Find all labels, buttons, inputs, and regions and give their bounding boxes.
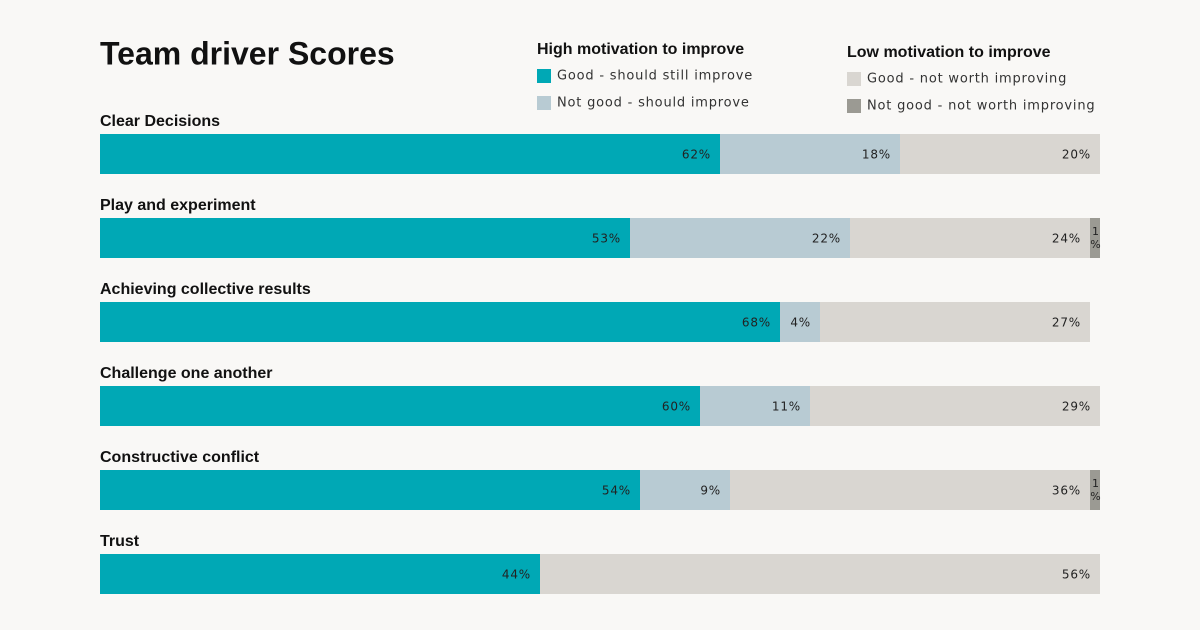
bar-segment [1090,218,1100,258]
bar-segment [730,470,1090,510]
bar-segment [630,218,850,258]
value-label: 9% [700,484,721,498]
value-label: 36% [1052,484,1081,498]
legend-group-title: High motivation to improve [537,41,744,58]
value-label: 20% [1062,148,1091,162]
bar-segment [100,218,630,258]
bar-segment [780,302,820,342]
bar-segment [100,386,700,426]
bar-segment [540,554,1100,594]
value-label: 29% [1062,400,1091,414]
value-label: 56% [1062,568,1091,582]
bar-segment [820,302,1090,342]
value-label: 24% [1052,232,1081,246]
value-label: 62% [682,148,711,162]
legend-swatch [537,96,551,110]
value-label: 27% [1052,316,1081,330]
bar-segment [700,386,810,426]
legend-label: Not good - should improve [557,96,750,111]
bar-segment [900,134,1100,174]
value-label: 1% [1089,477,1102,503]
category-label: Clear Decisions [100,113,220,130]
value-label: 60% [662,400,691,414]
legend-label: Not good - not worth improving [867,99,1095,114]
bar-segment [100,134,720,174]
bar-segment [100,470,640,510]
category-label: Achieving collective results [100,281,311,298]
bar-segment [810,386,1100,426]
value-label: 22% [812,232,841,246]
legend-swatch [537,69,551,83]
bar-segment [720,134,900,174]
value-label: 4% [790,316,811,330]
legend-swatch [847,72,861,86]
bar-segment [850,218,1090,258]
legend-swatch [847,99,861,113]
category-label: Challenge one another [100,365,272,382]
bar-segment [1090,470,1100,510]
value-label: 53% [592,232,621,246]
value-label: 11% [772,400,801,414]
category-label: Constructive conflict [100,449,260,466]
legend-label: Good - should still improve [557,69,753,84]
category-label: Trust [100,533,140,550]
legend-label: Good - not worth improving [867,72,1067,87]
value-label: 1% [1089,225,1102,251]
chart-title: Team driver Scores [100,35,395,71]
bar-segment [640,470,730,510]
value-label: 44% [502,568,531,582]
legend-group-title: Low motivation to improve [847,44,1051,61]
value-label: 68% [742,316,771,330]
category-label: Play and experiment [100,197,256,214]
value-label: 54% [602,484,631,498]
bar-segment [100,554,540,594]
bar-segment [100,302,780,342]
value-label: 18% [862,148,891,162]
